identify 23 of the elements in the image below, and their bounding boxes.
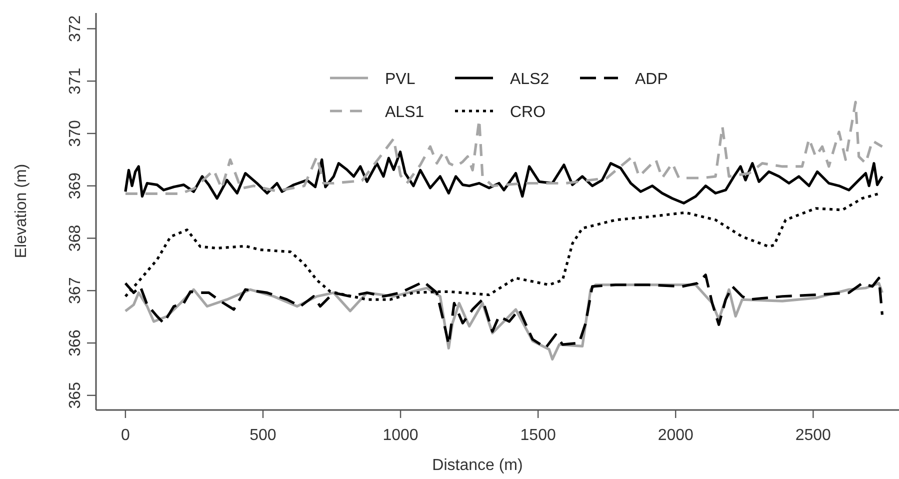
x-tick-label: 0	[120, 427, 130, 444]
legend-label: ALS1	[385, 104, 424, 121]
y-tick-label: 370	[67, 120, 84, 147]
legend-label: ALS2	[510, 71, 550, 88]
legend-label: ADP	[635, 71, 668, 88]
line-series	[124, 100, 884, 196]
y-axis-title: Elevation (m)	[13, 164, 30, 258]
y-tick-label: 368	[67, 224, 84, 252]
x-tick-label: 1500	[520, 427, 556, 444]
y-tick-label: 369	[67, 172, 84, 200]
y-tick-label: 365	[67, 382, 84, 409]
y-tick-label: 372	[67, 15, 84, 42]
y-tick-label: 366	[67, 330, 84, 356]
legend-label: CRO	[510, 104, 546, 121]
x-tick-label: 2500	[795, 427, 832, 444]
y-tick-label: 367	[67, 277, 84, 304]
x-tick-label: 500	[250, 427, 276, 444]
x-tick-label: 2000	[658, 427, 694, 444]
legend-label: PVL	[385, 71, 416, 88]
line-series	[124, 150, 884, 204]
y-tick-label: 371	[67, 68, 84, 94]
x-tick-label: 1000	[382, 427, 418, 444]
x-axis-title: Distance (m)	[432, 457, 523, 474]
